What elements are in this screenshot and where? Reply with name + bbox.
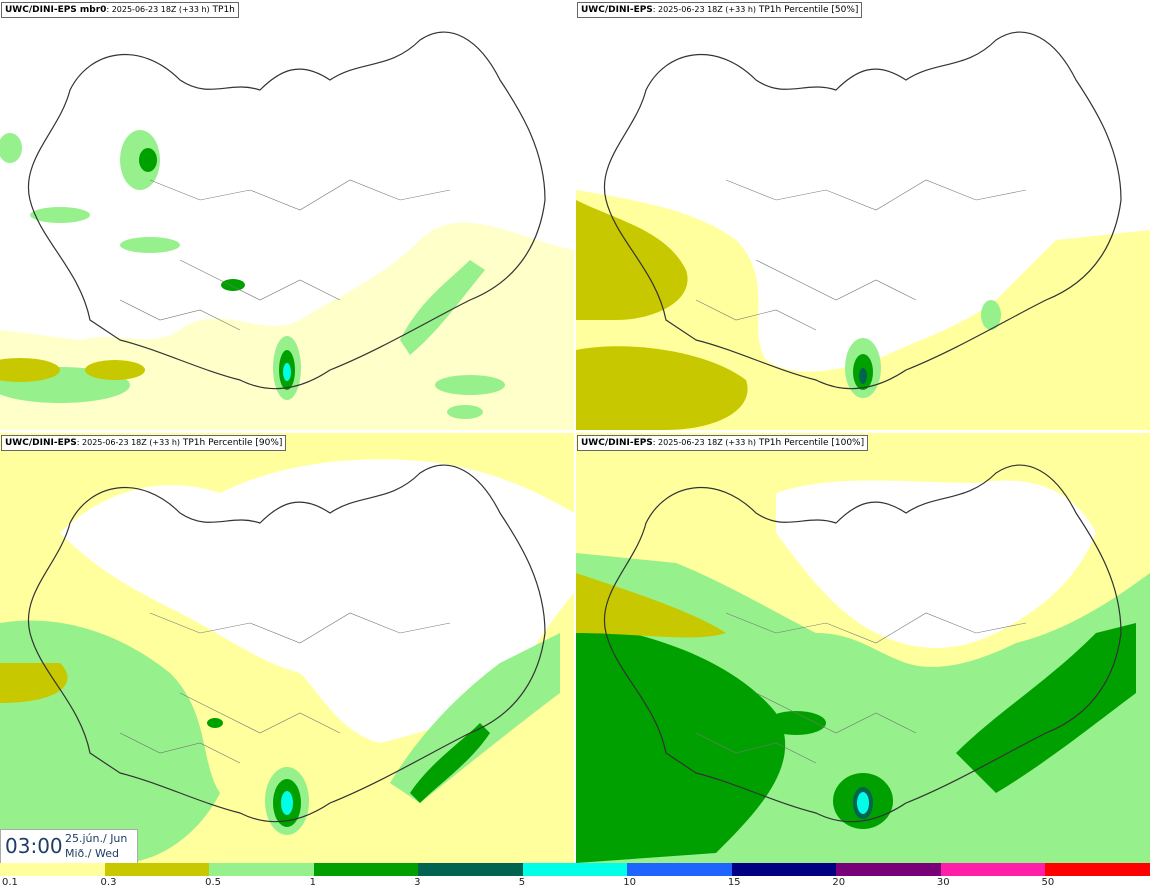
panel-title: UWC/DINI-EPS mbr0: 2025-06-23 18Z (+33 h… [1,2,239,18]
color-legend: 0.1 0.3 0.5 1 3 5 10 15 20 30 50 [0,863,1150,891]
legend-swatch [313,863,419,876]
panel-title: UWC/DINI-EPS: 2025-06-23 18Z (+33 h) TP1… [577,2,863,18]
map-panel-p100: UWC/DINI-EPS: 2025-06-23 18Z (+33 h) TP1… [576,433,1150,863]
precip-map [576,0,1150,430]
map-panel-p90: UWC/DINI-EPS: 2025-06-23 18Z (+33 h) TP1… [0,433,574,863]
panel-title: UWC/DINI-EPS: 2025-06-23 18Z (+33 h) TP1… [1,435,287,451]
legend-swatch [1045,863,1150,876]
panel-title: UWC/DINI-EPS: 2025-06-23 18Z (+33 h) TP1… [577,435,869,451]
legend-tick-label: 3 [414,877,421,888]
legend-color-bar [0,863,1150,876]
precip-map [0,0,574,430]
legend-swatch [731,863,837,876]
legend-swatch [0,863,105,876]
legend-tick-label: 5 [518,877,526,888]
legend-swatch [940,863,1046,876]
legend-swatch [104,863,210,876]
legend-swatch [418,863,523,876]
legend-tick-labels: 0.1 0.3 0.5 1 3 5 10 15 20 30 50 [0,877,1150,891]
legend-tick-label: 0.5 [205,877,221,888]
legend-swatch [209,863,314,876]
legend-tick-label: 30 [936,877,950,888]
legend-tick-label: 10 [623,877,636,888]
legend-swatch [627,863,732,876]
legend-tick-label: 15 [727,877,741,888]
map-panel-p50: UWC/DINI-EPS: 2025-06-23 18Z (+33 h) TP1… [576,0,1150,430]
valid-weekday: Mið./ Wed [65,847,119,860]
legend-swatch [836,863,941,876]
legend-tick-label: 0.1 [2,877,18,888]
legend-tick-label: 1 [309,877,316,888]
legend-tick-label: 20 [832,877,846,888]
valid-time: 03:00 [5,834,63,858]
precip-map [576,433,1150,863]
valid-time-box: 03:00 25.jún./ Jun Mið./ Wed [0,829,138,864]
precip-map [0,433,574,863]
valid-date: 25.jún./ Jun [65,832,128,845]
map-panel-member0: UWC/DINI-EPS mbr0: 2025-06-23 18Z (+33 h… [0,0,574,430]
legend-tick-label: 0.3 [100,877,117,888]
legend-swatch [522,863,628,876]
legend-tick-label: 50 [1041,877,1055,888]
